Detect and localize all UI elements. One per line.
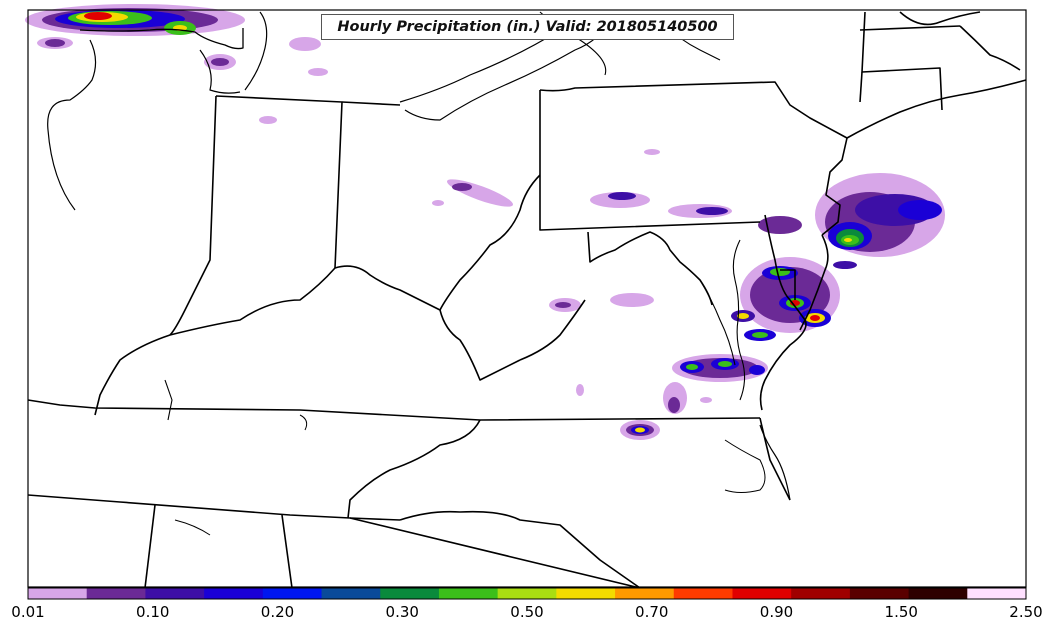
colorbar-segment	[28, 588, 88, 599]
colorbar-segment	[556, 588, 616, 599]
colorbar-tick-label: 0.10	[136, 603, 170, 621]
colorbar-segment	[497, 588, 557, 599]
colorbar-tick-label: 0.70	[635, 603, 669, 621]
precip-cluster-new-jersey	[758, 173, 945, 269]
map-background	[28, 10, 1026, 587]
colorbar-tick-label: 0.20	[260, 603, 295, 621]
colorbar-segment	[438, 588, 499, 599]
colorbar-segment	[204, 588, 264, 599]
colorbar-segment	[321, 588, 381, 599]
colorbar-tick-label: 1.50	[884, 603, 918, 621]
colorbar-segment	[145, 588, 205, 599]
colorbar-segment	[262, 588, 323, 599]
colorbar-tick-label: 0.50	[510, 603, 544, 621]
colorbar-segment	[86, 588, 146, 599]
precip-cluster-northwest	[25, 4, 245, 70]
colorbar-tick-label: 0.90	[759, 603, 794, 621]
colorbar-segment	[673, 588, 733, 599]
colorbar-frame	[27, 587, 1027, 600]
colorbar-tick-label: 0.01	[11, 603, 45, 621]
colorbar-segment	[380, 588, 440, 599]
colorbar-segment	[908, 588, 968, 599]
boundaries	[27, 11, 1027, 589]
map-title: Hourly Precipitation (in.) Valid: 201805…	[321, 14, 734, 40]
colorbar-segment	[732, 588, 792, 599]
precip-cluster-delmarva	[731, 257, 840, 341]
colorbar-tick-label: 2.50	[1009, 603, 1043, 621]
colorbar-segment	[849, 588, 910, 599]
map-frame	[27, 9, 1027, 588]
colorbar-segment	[791, 588, 851, 599]
colorbar	[27, 587, 1027, 600]
colorbar-tick-label: 0.30	[385, 603, 419, 621]
colorbar-segment	[615, 588, 675, 599]
precip-scattered-light	[259, 37, 732, 403]
colorbar-segment	[967, 588, 1027, 599]
